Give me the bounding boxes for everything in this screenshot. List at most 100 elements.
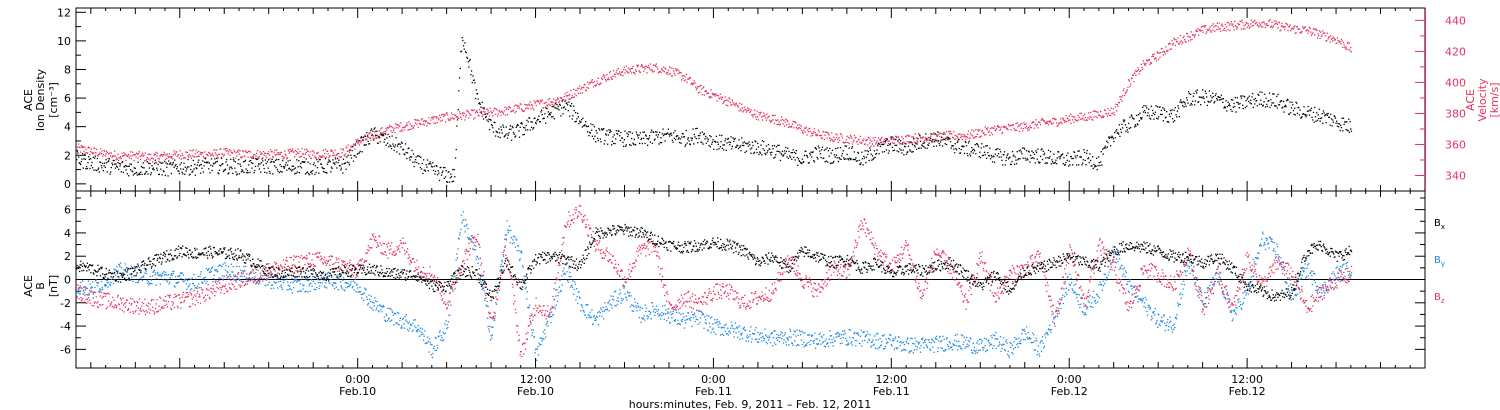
- velocity-series-point: [686, 81, 688, 83]
- by-series-point: [353, 289, 355, 291]
- velocity-series-point: [561, 97, 563, 100]
- density-series-point: [134, 167, 136, 169]
- density-series-point: [1145, 105, 1147, 107]
- by-series-point: [162, 279, 164, 281]
- velocity-series-point: [250, 156, 252, 158]
- density-series-point: [164, 174, 166, 177]
- density-series-point: [1090, 159, 1092, 162]
- velocity-series-point: [960, 134, 962, 136]
- density-series-point: [249, 171, 251, 173]
- density-series-point: [624, 130, 626, 132]
- velocity-series-point: [261, 153, 263, 155]
- by-series-point: [323, 279, 325, 281]
- density-series-point: [1159, 106, 1161, 108]
- velocity-series-point: [272, 156, 274, 158]
- velocity-series-point: [491, 111, 493, 114]
- velocity-series-point: [754, 113, 756, 115]
- velocity-series-point: [732, 101, 734, 103]
- density-series-point: [1030, 157, 1032, 159]
- density-series-point: [1110, 145, 1112, 147]
- velocity-series-point: [624, 72, 626, 74]
- velocity-series-point: [355, 139, 357, 141]
- velocity-series-point: [825, 131, 828, 133]
- velocity-series-point: [150, 157, 152, 159]
- density-series-point: [1176, 116, 1178, 118]
- velocity-series-point: [704, 90, 706, 92]
- velocity-series-point: [797, 124, 799, 126]
- by-series-point: [227, 266, 230, 268]
- velocity-series-point: [159, 155, 161, 157]
- density-series-point: [1236, 97, 1238, 99]
- velocity-series-point: [147, 153, 149, 156]
- density-series-point: [184, 166, 186, 168]
- density-series-point: [860, 162, 862, 164]
- velocity-series-point: [182, 157, 184, 159]
- density-series-point: [296, 171, 299, 173]
- velocity-series-point: [129, 155, 131, 157]
- velocity-series-point: [663, 66, 665, 68]
- velocity-series-point: [1300, 31, 1302, 33]
- velocity-series-point: [1314, 34, 1316, 36]
- by-series-point: [463, 225, 466, 227]
- velocity-series-point: [969, 132, 972, 134]
- by-series-point: [288, 289, 290, 291]
- velocity-series-point: [81, 146, 83, 149]
- by-series-point: [469, 238, 471, 240]
- velocity-series-point: [1272, 26, 1274, 29]
- velocity-series-point: [300, 155, 303, 157]
- velocity-series-point: [576, 89, 578, 92]
- by-series-point: [281, 286, 283, 289]
- density-series-point: [144, 173, 146, 175]
- velocity-series-point: [1178, 43, 1180, 45]
- by-series-point: [405, 314, 407, 316]
- density-series-point: [1327, 112, 1329, 115]
- velocity-series-point: [277, 154, 279, 156]
- by-series-point: [210, 271, 212, 273]
- velocity-series-point: [492, 115, 494, 117]
- density-series-point: [1222, 101, 1224, 103]
- velocity-series-point: [845, 138, 848, 141]
- velocity-series-point: [1288, 25, 1290, 28]
- velocity-series-point: [335, 154, 337, 156]
- by-series-point: [111, 278, 113, 280]
- density-series-point: [1308, 110, 1310, 112]
- density-series-point: [711, 141, 713, 143]
- velocity-series-point: [1054, 118, 1056, 120]
- density-series-point: [505, 126, 507, 128]
- velocity-series-point: [1229, 29, 1231, 32]
- by-series-point: [248, 274, 250, 276]
- velocity-series-point: [1088, 112, 1090, 114]
- by-series-point: [250, 272, 252, 274]
- density-series-point: [761, 140, 764, 142]
- density-series-point: [358, 152, 361, 154]
- by-series-point: [433, 347, 435, 349]
- velocity-series-point: [1023, 123, 1026, 126]
- by-series-point: [207, 269, 209, 272]
- velocity-series-point: [1086, 119, 1088, 121]
- density-series-point: [1203, 97, 1205, 100]
- density-series-point: [84, 158, 86, 160]
- density-series-point: [988, 155, 990, 157]
- velocity-series-point: [300, 156, 302, 158]
- velocity-series-point: [911, 142, 914, 144]
- by-series-point: [227, 272, 229, 274]
- velocity-series-point: [593, 86, 595, 88]
- density-series-point: [727, 138, 729, 140]
- density-series-point: [1214, 94, 1216, 97]
- density-series-point: [1009, 163, 1012, 165]
- velocity-series-point: [667, 69, 669, 71]
- velocity-series-point: [1240, 20, 1242, 23]
- velocity-series-point: [563, 99, 565, 101]
- by-series-point: [315, 273, 317, 275]
- velocity-series-point: [804, 131, 806, 133]
- velocity-series-point: [627, 67, 629, 69]
- velocity-series-point: [751, 114, 754, 116]
- by-series-point: [462, 220, 464, 222]
- velocity-series-point: [467, 111, 469, 113]
- by-series-point: [292, 281, 294, 284]
- top-left-title-line1: ACE: [22, 89, 35, 111]
- by-series-point: [431, 356, 434, 359]
- density-series-point: [202, 171, 204, 173]
- by-series-point: [428, 351, 430, 353]
- density-series-point: [127, 165, 129, 168]
